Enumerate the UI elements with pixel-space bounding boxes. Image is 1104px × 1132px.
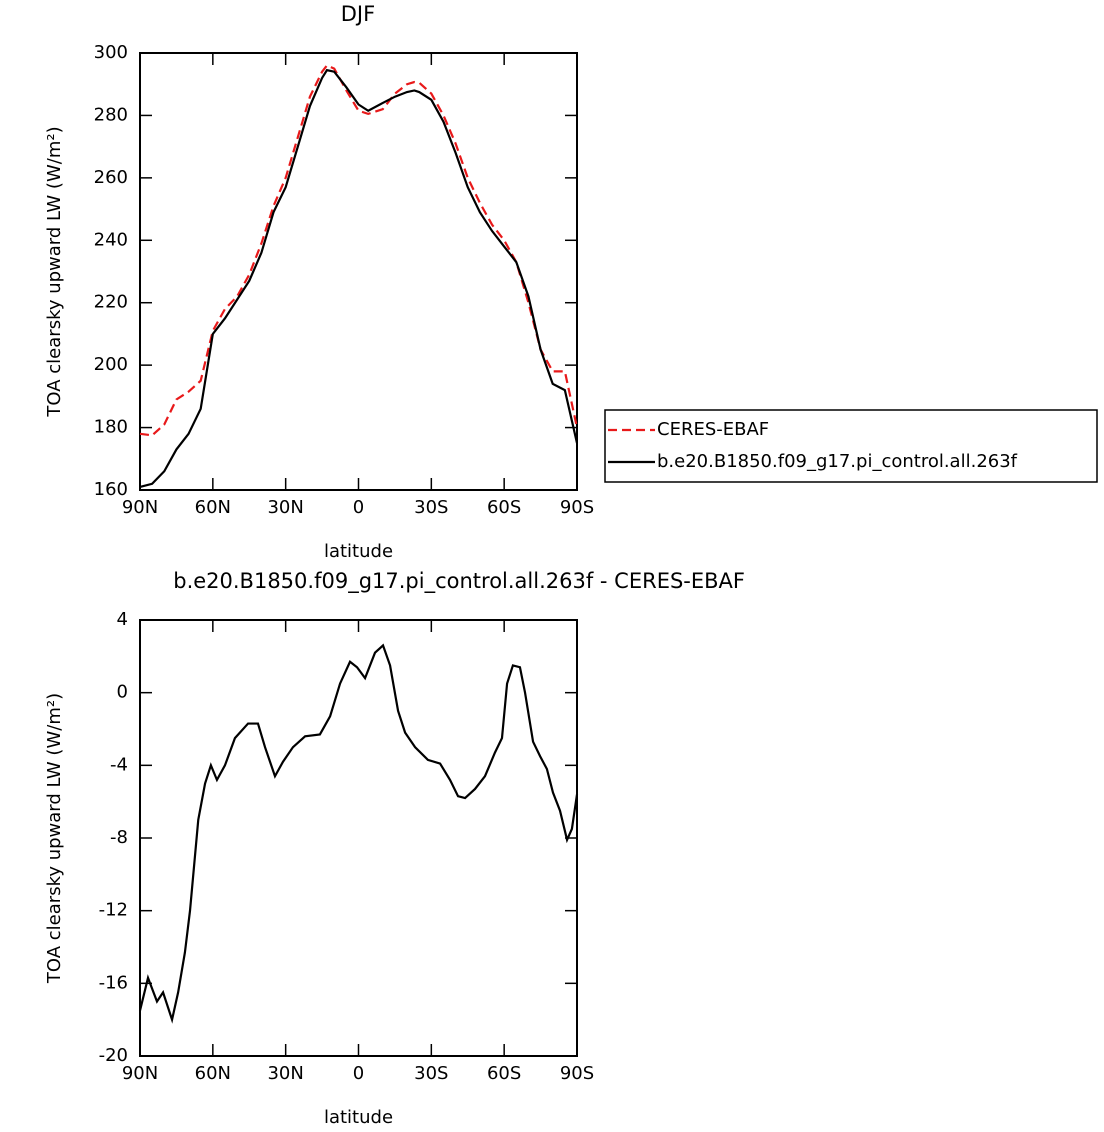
x-tick-label: 30S [414,1063,448,1084]
y-tick-label: -12 [99,900,128,921]
chart-title: b.e20.B1850.f09_g17.pi_control.all.263f … [173,569,745,594]
plot-frame [139,619,578,1057]
x-tick-label: 90S [560,497,594,518]
y-tick-label: 180 [94,417,128,438]
y-axis-label: TOA clearsky upward LW (W/m²) [44,126,65,417]
x-tick-label: 0 [353,1063,364,1084]
x-tick-label: 60S [487,1063,521,1084]
x-tick-label: 0 [353,497,364,518]
y-tick-label: 0 [117,682,128,703]
data-line [138,643,579,1024]
x-axis-label: latitude [324,1107,393,1128]
y-axis-label: TOA clearsky upward LW (W/m²) [44,693,65,984]
y-tick-label: 4 [117,609,128,630]
x-tick-label: 30N [267,497,303,518]
y-tick-label: 160 [94,479,128,500]
y-tick-label: 240 [94,229,128,250]
y-tick-label: 280 [94,104,128,125]
x-tick-label: 90N [122,1063,158,1084]
x-axis-label: latitude [324,541,393,562]
y-tick-label: 300 [94,42,128,63]
x-tick-label: 90S [560,1063,594,1084]
x-tick-label: 30N [267,1063,303,1084]
x-tick-label: 60S [487,497,521,518]
y-tick-label: -8 [110,827,128,848]
legend-box [604,409,1098,483]
plot-frame [139,52,578,491]
y-tick-label: -4 [110,754,128,775]
y-tick-label: -16 [99,972,128,993]
x-tick-label: 30S [414,497,448,518]
y-tick-label: 260 [94,167,128,188]
x-tick-label: 60N [195,1063,231,1084]
y-tick-label: 220 [94,292,128,313]
x-tick-label: 60N [195,497,231,518]
y-tick-label: 200 [94,354,128,375]
x-tick-label: 90N [122,497,158,518]
data-line [139,68,579,488]
chart-title: DJF [341,2,375,26]
legend-label: b.e20.B1850.f09_g17.pi_control.all.263f [657,451,1018,472]
data-line [139,64,579,437]
y-tick-label: -20 [99,1045,128,1066]
legend-label: CERES-EBAF [657,419,769,440]
